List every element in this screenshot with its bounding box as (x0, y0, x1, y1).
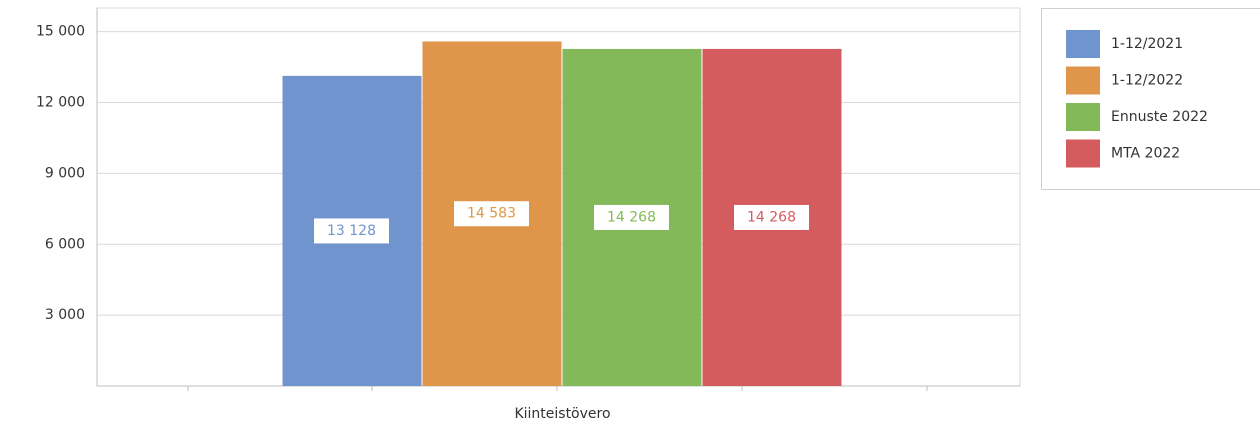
legend-label: 1-12/2021 (1111, 36, 1183, 52)
data-label-box (733, 203, 810, 231)
data-label: 14 268 (607, 209, 656, 225)
data-label: 14 268 (747, 209, 796, 225)
legend-label: Ennuste 2022 (1111, 109, 1208, 125)
legend-swatch (1066, 139, 1100, 168)
legend-label: 1-12/2022 (1111, 73, 1183, 89)
data-label: 14 583 (467, 206, 516, 222)
legend-swatch (1066, 66, 1100, 95)
legend-label: MTA 2022 (1111, 146, 1180, 162)
y-tick-label: 12 000 (36, 95, 85, 111)
data-label-box (313, 217, 390, 245)
data-label-box (453, 200, 530, 228)
y-tick-label: 9 000 (45, 165, 85, 181)
y-tick-label: 6 000 (45, 236, 85, 252)
legend-swatch (1066, 30, 1100, 58)
data-label: 13 128 (327, 223, 376, 239)
y-tick-label: 15 000 (36, 24, 85, 40)
data-label-box (593, 203, 670, 231)
y-tick-label: 3 000 (45, 307, 85, 323)
legend-swatch (1066, 103, 1100, 131)
x-tick-label: Kiinteistövero (514, 406, 610, 422)
